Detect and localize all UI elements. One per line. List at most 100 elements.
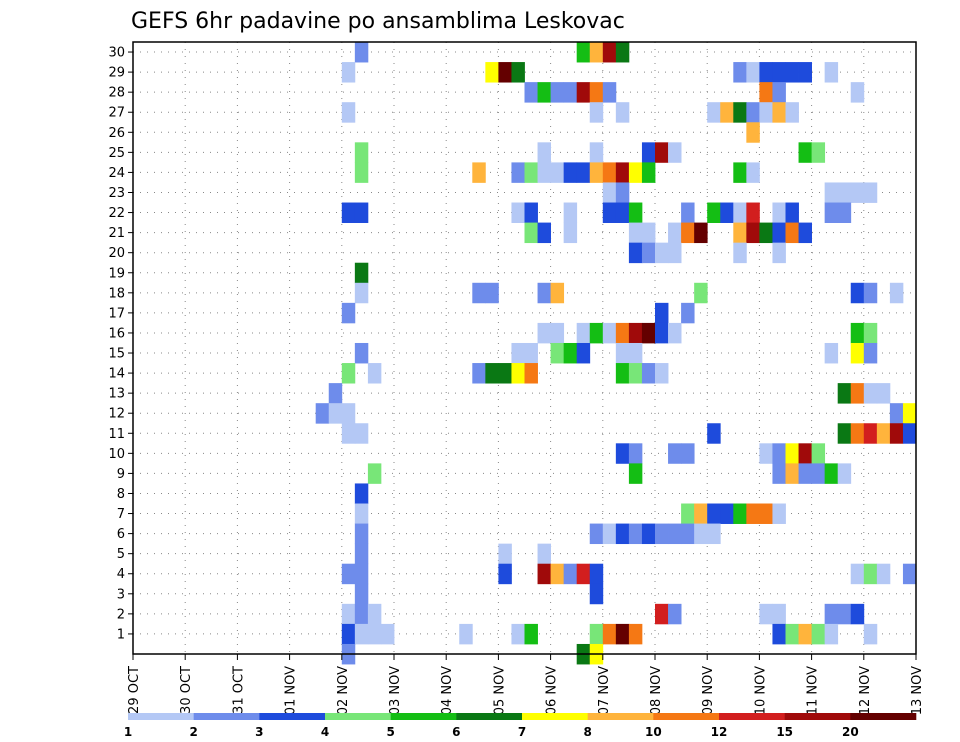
y-tick-label: 17	[108, 306, 125, 321]
heatmap-cell	[655, 242, 669, 264]
y-tick-label: 28	[108, 86, 125, 101]
heatmap-cell	[563, 162, 578, 183]
heatmap-cell	[668, 322, 682, 344]
heatmap-cell	[524, 363, 538, 384]
y-tick-label: 9	[117, 467, 125, 482]
heatmap-cell	[628, 222, 643, 244]
heatmap-cell	[681, 222, 695, 244]
heatmap-cell	[537, 322, 551, 344]
heatmap-cell	[759, 603, 773, 625]
colorbar-tick-label: 7	[518, 725, 526, 739]
y-tick-label: 12	[108, 407, 125, 422]
y-tick-label: 21	[108, 226, 125, 241]
colorbar-swatch	[390, 713, 457, 720]
colorbar-tick-label: 4	[321, 725, 329, 739]
colorbar-tick-label: 2	[189, 725, 197, 739]
heatmap-cell	[354, 42, 369, 63]
heatmap-cell	[550, 82, 565, 103]
heatmap-cell	[746, 202, 760, 223]
heatmap-cell	[628, 242, 643, 264]
heatmap-cell	[772, 463, 786, 484]
heatmap-cell	[615, 342, 630, 364]
heatmap-cell	[628, 322, 643, 344]
heatmap-cell	[615, 102, 630, 123]
heatmap-cell	[615, 182, 630, 203]
heatmap-cell	[824, 62, 839, 83]
heatmap-cell	[850, 182, 865, 203]
y-tick-label: 15	[108, 347, 125, 362]
heatmap-cell	[341, 302, 356, 324]
heatmap-cell	[668, 222, 682, 244]
heatmap-cell	[589, 322, 604, 344]
heatmap-cell	[759, 443, 773, 464]
heatmap-cell	[354, 142, 369, 163]
heatmap-cell	[668, 523, 682, 545]
heatmap-cell	[902, 563, 917, 585]
heatmap-cell	[824, 202, 839, 223]
colorbar-swatch	[259, 713, 326, 720]
heatmap-cell	[628, 342, 643, 364]
heatmap-cell	[498, 543, 512, 565]
heatmap-cell	[537, 142, 551, 163]
heatmap-cell	[902, 403, 917, 424]
heatmap-cell	[785, 443, 799, 464]
heatmap-cell	[863, 182, 878, 203]
x-tick-label: 05 NOV	[492, 666, 507, 715]
heatmap-cell	[837, 202, 852, 223]
heatmap-cell	[498, 563, 512, 585]
heatmap-cell	[328, 383, 343, 404]
heatmap-cell	[615, 42, 630, 63]
heatmap-cell	[850, 423, 865, 444]
heatmap-cell	[472, 162, 486, 183]
heatmap-cell	[354, 583, 369, 605]
heatmap-cell	[863, 322, 878, 344]
heatmap-cell	[550, 162, 565, 183]
x-tick-label: 09 NOV	[701, 666, 716, 715]
heatmap-cell	[354, 563, 369, 585]
heatmap-cell	[863, 282, 878, 304]
heatmap-cell	[615, 202, 630, 223]
x-tick-label: 08 NOV	[649, 666, 664, 715]
heatmap-cell	[772, 503, 786, 524]
heatmap-cell	[733, 162, 747, 183]
heatmap-cell	[655, 302, 669, 324]
heatmap-cell	[876, 563, 891, 585]
heatmap-cell	[850, 342, 865, 364]
heatmap-cell	[772, 62, 786, 83]
heatmap-cell	[850, 563, 865, 585]
heatmap-cell	[341, 403, 356, 424]
heatmap-cell	[863, 423, 878, 444]
heatmap-cell	[602, 202, 617, 223]
heatmap-cell	[511, 62, 525, 83]
x-tick-label: 06 NOV	[545, 666, 560, 715]
heatmap-cell	[459, 623, 473, 645]
y-tick-label: 20	[108, 246, 125, 261]
y-tick-label: 26	[108, 126, 125, 141]
heatmap-cell	[472, 282, 486, 304]
x-tick-label: 10 NOV	[753, 666, 768, 715]
heatmap-cell	[746, 62, 760, 83]
heatmap-cell	[641, 363, 656, 384]
heatmap-cell	[563, 222, 578, 244]
heatmap-cell	[367, 623, 382, 645]
heatmap-cell	[537, 82, 551, 103]
heatmap-cell	[837, 383, 852, 404]
heatmap-cell	[563, 202, 578, 223]
heatmap-cell	[354, 523, 369, 545]
heatmap-cell	[850, 282, 865, 304]
heatmap-cell	[537, 282, 551, 304]
heatmap-cell	[589, 583, 604, 605]
heatmap-cell	[511, 162, 525, 183]
heatmap-cell	[655, 363, 669, 384]
x-tick-label: 13 NOV	[910, 666, 925, 715]
heatmap-cell	[863, 563, 878, 585]
heatmap-cell	[811, 623, 826, 645]
heatmap-cell	[863, 383, 878, 404]
heatmap-cell	[602, 82, 617, 103]
heatmap-cell	[615, 322, 630, 344]
heatmap-cell	[524, 342, 538, 364]
heatmap-cell	[341, 202, 356, 223]
heatmap-cell	[641, 162, 656, 183]
heatmap-cell	[681, 523, 695, 545]
heatmap-cell	[850, 603, 865, 625]
